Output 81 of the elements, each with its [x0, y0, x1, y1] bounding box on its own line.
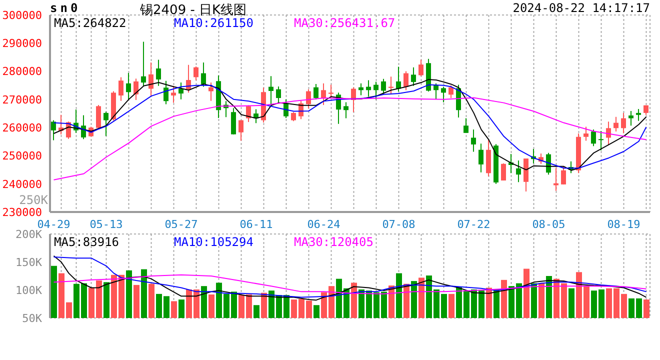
x-tick-label: 05-27: [164, 218, 198, 231]
candlestick: [464, 118, 468, 134]
candlestick: [636, 108, 641, 122]
candlestick: [231, 108, 236, 135]
y-tick-label: 50K: [22, 312, 42, 325]
candlestick: [411, 66, 416, 86]
candlestick: [621, 112, 626, 134]
candlestick: [96, 104, 101, 130]
annotation: sn0: [50, 1, 81, 15]
y-tick-label: 260000: [2, 121, 42, 134]
candlestick: [441, 86, 446, 103]
candlestick: [81, 114, 86, 140]
candlestick: [51, 120, 56, 141]
text: MA5:264822: [54, 16, 126, 30]
x-tick-label: 05-13: [90, 218, 123, 231]
x-tick-label: 07-22: [457, 218, 490, 231]
candlestick: [554, 168, 558, 192]
text: MA10:105294: [174, 235, 254, 249]
candlestick: [268, 76, 274, 107]
candlestick: [148, 62, 154, 96]
candlestick: [614, 116, 618, 132]
candlestick: [404, 70, 408, 91]
y-tick-label: 100K: [16, 284, 42, 297]
x-tick-label: 06-11: [240, 218, 273, 231]
candlestick: [516, 160, 521, 183]
x-tick-label: 07-08: [382, 218, 416, 231]
candlestick: [118, 76, 124, 102]
candlestick: [284, 98, 288, 119]
line-series: [53, 274, 647, 294]
candlestick: [628, 110, 634, 126]
candlestick: [171, 85, 176, 104]
candlestick: [134, 78, 138, 100]
candlestick: [478, 143, 484, 173]
candlestick: [201, 62, 206, 88]
candlestick: [328, 84, 334, 98]
candlestick: [351, 86, 356, 113]
candlestick: [276, 86, 281, 104]
candlestick: [178, 82, 184, 100]
candlestick: [208, 82, 214, 102]
candlestick: [238, 120, 244, 142]
candlestick: [344, 102, 348, 119]
candlestick: [584, 126, 588, 142]
candlestick: [471, 129, 476, 152]
candlestick: [374, 81, 378, 100]
candlestick: [126, 72, 131, 100]
x-tick-label: 08-05: [532, 218, 566, 231]
candlestick: [486, 139, 491, 177]
text: 250K: [19, 193, 48, 207]
text: MA10:261150: [174, 16, 254, 30]
candlestick: [598, 130, 604, 151]
candlestick: [434, 82, 438, 100]
candlestick: [321, 82, 326, 106]
y-tick-label: 250000: [2, 150, 42, 163]
y-tick-label: 150K: [16, 256, 42, 269]
y-tick-label: 300000: [2, 8, 42, 22]
candlestick: [314, 83, 318, 100]
candlestick: [561, 166, 566, 185]
candlestick: [381, 78, 386, 94]
candlestick: [194, 66, 198, 81]
candlestick: [418, 59, 424, 77]
candlestick: [291, 112, 296, 122]
candlestick: [141, 41, 146, 87]
candlestick: [448, 84, 454, 99]
chart-title: 锡2409 - 日K线图: [140, 2, 247, 18]
candlestick: [524, 158, 528, 192]
candlestick: [591, 129, 596, 147]
candlestick: [104, 111, 108, 137]
x-tick-label: 08-19: [607, 218, 640, 231]
text: MA30:256431.67: [294, 16, 396, 30]
y-tick-label: 280000: [2, 65, 42, 78]
text: MA30:120405: [294, 235, 374, 249]
y-tick-label: 230000: [2, 206, 42, 219]
candlestick: [164, 80, 168, 105]
y-tick-label: 290000: [2, 37, 42, 50]
candlestick: [156, 59, 161, 86]
candlestick: [501, 162, 506, 181]
y-tick-label: 270000: [2, 93, 42, 106]
y-tick-label: 240000: [2, 178, 42, 191]
series-label: MA5:83916: [54, 235, 120, 249]
x-tick-label: 06-24: [307, 218, 341, 231]
annotation: 2024-08-22 14:17:17: [512, 1, 650, 15]
